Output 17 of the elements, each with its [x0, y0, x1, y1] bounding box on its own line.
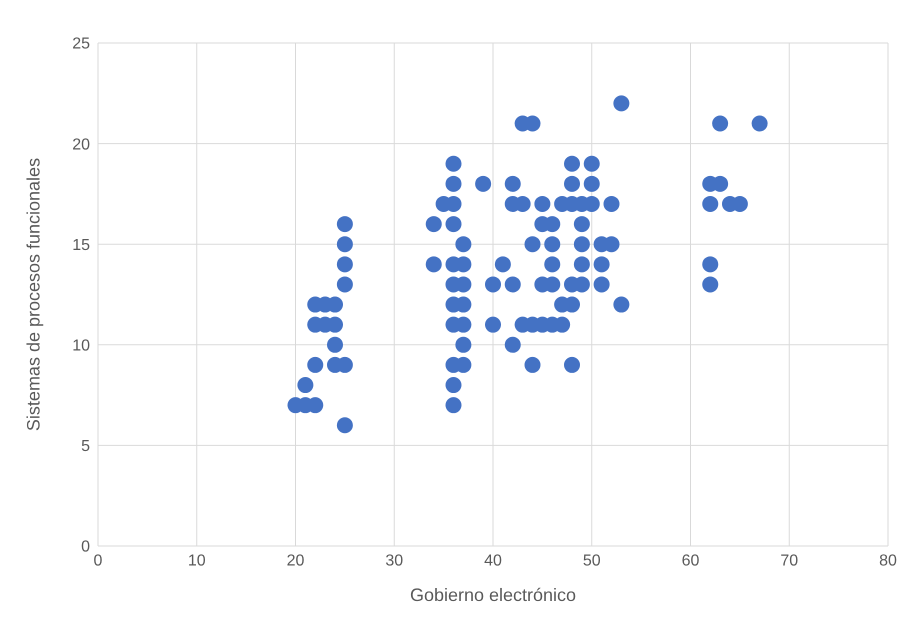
- x-tick-label: 70: [780, 552, 798, 570]
- x-tick-label: 80: [879, 552, 897, 570]
- x-tick-label: 0: [94, 552, 103, 570]
- x-axis-title: Gobierno electrónico: [410, 585, 576, 605]
- x-tick-label: 20: [286, 552, 304, 570]
- y-tick-label: 0: [81, 538, 90, 556]
- y-axis-title: Sistemas de procesos funcionales: [23, 158, 44, 432]
- x-tick-label: 30: [385, 552, 404, 570]
- y-tick-label: 20: [72, 136, 90, 154]
- x-tick-label: 40: [484, 552, 502, 570]
- y-tick-label: 5: [81, 438, 90, 456]
- x-tick-label: 10: [188, 552, 206, 570]
- x-tick-label: 60: [682, 552, 700, 570]
- y-tick-label: 10: [72, 337, 90, 354]
- x-tick-label: 50: [582, 552, 601, 570]
- y-tick-label: 25: [72, 36, 90, 53]
- y-tick-label: 15: [72, 236, 90, 254]
